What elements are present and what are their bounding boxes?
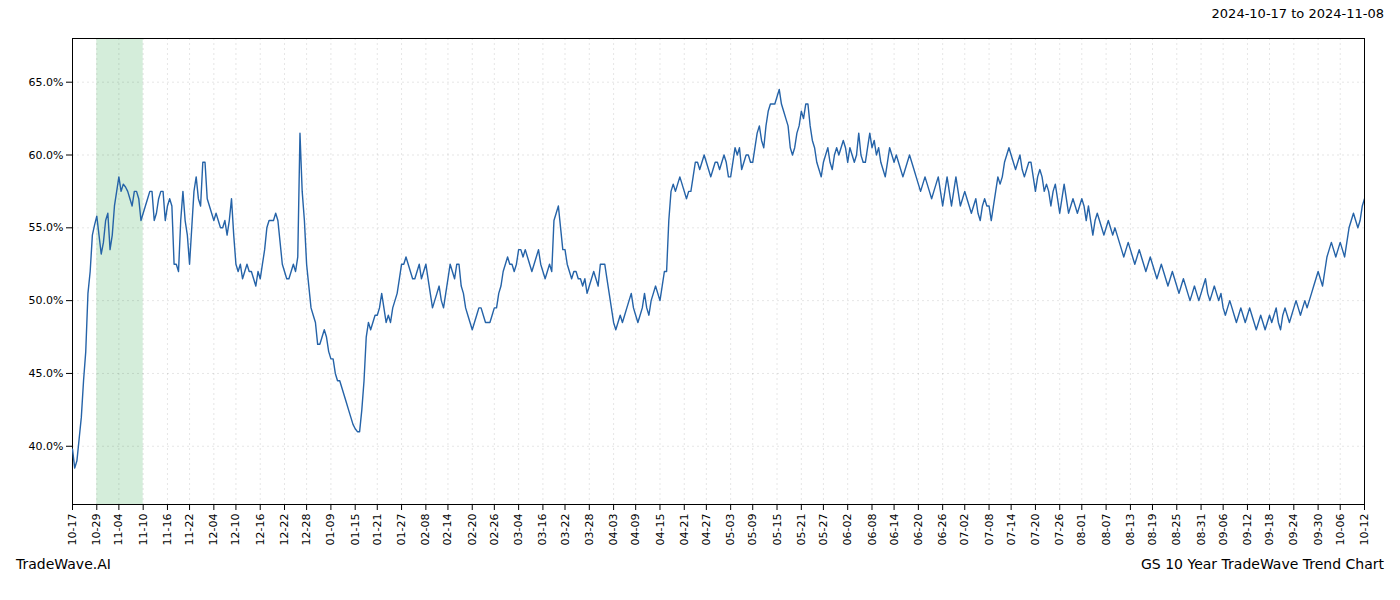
svg-text:12-16: 12-16: [254, 514, 267, 546]
html-text:2024-10-17 to 2024-11-08: 2024-10-17 to 2024-11-08: [1211, 6, 1384, 21]
svg-text:12-28: 12-28: [300, 514, 313, 546]
svg-text:04-21: 04-21: [678, 514, 691, 546]
html-text:GS 10 Year TradeWave Trend Cha: GS 10 Year TradeWave Trend Chart: [1141, 556, 1384, 572]
svg-text:12-10: 12-10: [229, 514, 242, 546]
svg-text:09-12: 09-12: [1241, 514, 1254, 546]
svg-text:11-16: 11-16: [161, 514, 174, 546]
svg-text:04-27: 04-27: [700, 514, 713, 546]
svg-text:09-24: 09-24: [1287, 514, 1300, 546]
html-text:TradeWave.AI: TradeWave.AI: [16, 556, 111, 572]
svg-text:02-20: 02-20: [466, 514, 479, 546]
svg-text:03-04: 03-04: [512, 514, 525, 546]
svg-text:08-07: 08-07: [1100, 514, 1113, 546]
svg-text:05-15: 05-15: [771, 514, 784, 546]
svg-text:02-14: 02-14: [441, 514, 454, 546]
svg-text:05-03: 05-03: [724, 514, 737, 546]
svg-text:09-06: 09-06: [1217, 514, 1230, 546]
svg-text:09-30: 09-30: [1312, 514, 1325, 546]
svg-text:03-28: 03-28: [583, 514, 596, 546]
svg-text:04-09: 04-09: [629, 514, 642, 546]
svg-text:10-12: 10-12: [1358, 514, 1371, 546]
svg-text:50.0%: 50.0%: [29, 294, 64, 307]
svg-text:08-01: 08-01: [1075, 514, 1088, 546]
svg-text:05-21: 05-21: [795, 514, 808, 546]
svg-text:07-26: 07-26: [1053, 514, 1066, 546]
svg-text:10-17: 10-17: [66, 514, 79, 546]
svg-text:06-20: 06-20: [912, 514, 925, 546]
svg-text:01-15: 01-15: [349, 514, 362, 546]
svg-text:40.0%: 40.0%: [29, 440, 64, 453]
svg-text:10-29: 10-29: [90, 514, 103, 546]
svg-text:07-14: 07-14: [1005, 514, 1018, 546]
svg-text:04-15: 04-15: [653, 514, 666, 546]
svg-text:12-04: 12-04: [207, 514, 220, 546]
svg-text:06-26: 06-26: [936, 514, 949, 546]
svg-text:06-14: 06-14: [888, 514, 901, 546]
svg-text:07-20: 07-20: [1029, 514, 1042, 546]
svg-text:11-10: 11-10: [137, 514, 150, 546]
svg-text:07-02: 07-02: [958, 514, 971, 546]
svg-text:02-26: 02-26: [488, 514, 501, 546]
svg-text:08-25: 08-25: [1170, 514, 1183, 546]
svg-text:60.0%: 60.0%: [29, 149, 64, 162]
svg-text:06-02: 06-02: [841, 514, 854, 546]
svg-text:11-04: 11-04: [112, 514, 125, 546]
svg-text:09-18: 09-18: [1263, 514, 1276, 546]
svg-text:06-08: 06-08: [866, 514, 879, 546]
svg-text:05-27: 05-27: [817, 514, 830, 546]
svg-text:08-19: 08-19: [1146, 514, 1159, 546]
svg-text:02-08: 02-08: [419, 514, 432, 546]
svg-text:01-21: 01-21: [371, 514, 384, 546]
svg-text:08-31: 08-31: [1195, 514, 1208, 546]
svg-text:01-09: 01-09: [324, 514, 337, 546]
svg-text:11-22: 11-22: [183, 514, 196, 546]
svg-text:55.0%: 55.0%: [29, 221, 64, 234]
svg-text:05-09: 05-09: [746, 514, 759, 546]
svg-text:08-13: 08-13: [1124, 514, 1137, 546]
svg-text:03-16: 03-16: [536, 514, 549, 546]
svg-text:12-22: 12-22: [278, 514, 291, 546]
svg-text:03-22: 03-22: [559, 514, 572, 546]
svg-text:45.0%: 45.0%: [29, 367, 64, 380]
svg-text:04-03: 04-03: [607, 514, 620, 546]
svg-text:07-08: 07-08: [983, 514, 996, 546]
svg-text:01-27: 01-27: [395, 514, 408, 546]
svg-text:10-06: 10-06: [1334, 514, 1347, 546]
svg-text:65.0%: 65.0%: [29, 76, 64, 89]
